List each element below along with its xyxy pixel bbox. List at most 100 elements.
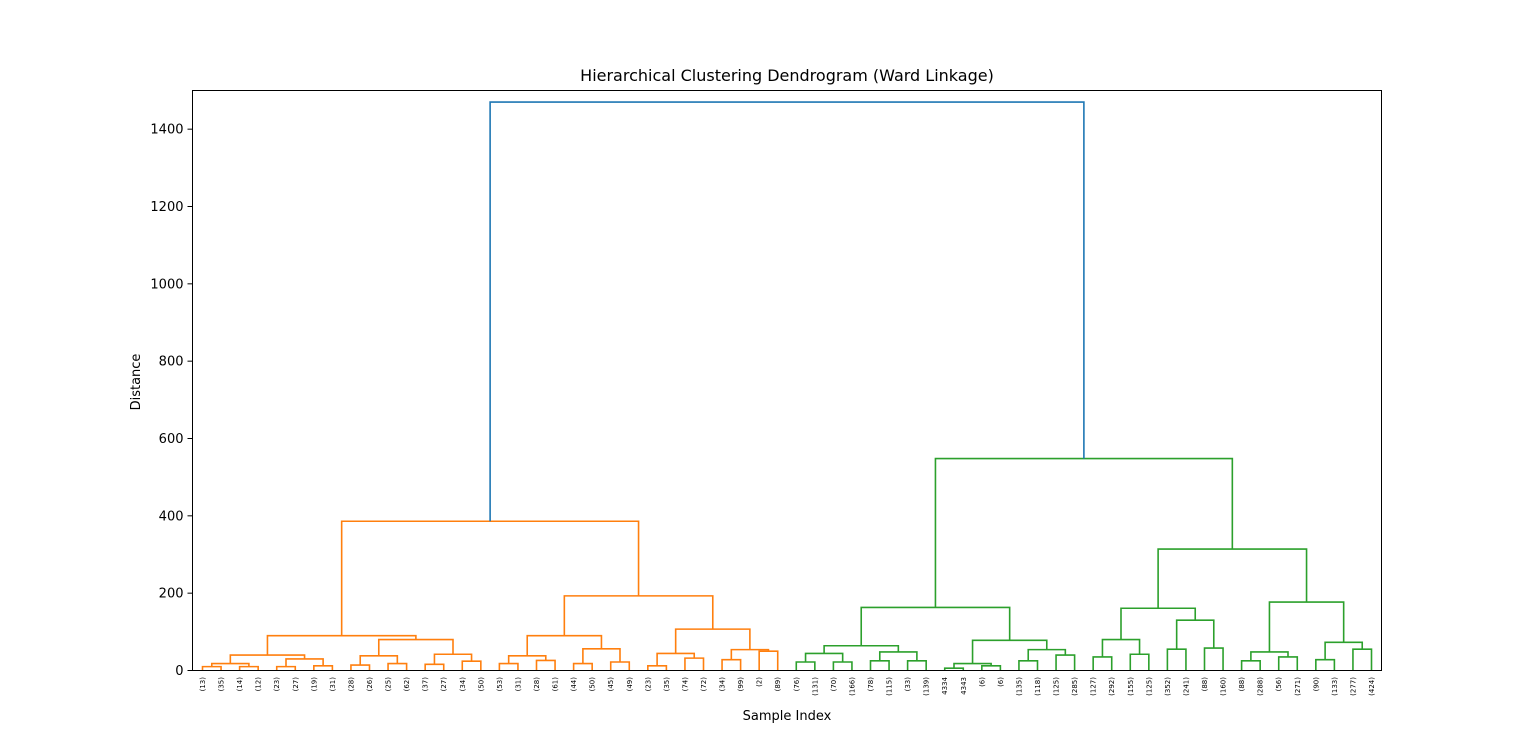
dendrogram-link <box>377 638 454 656</box>
dendrogram-link <box>1120 607 1197 640</box>
dendrogram-link <box>1352 648 1373 671</box>
leaf-label: (34) <box>459 677 467 692</box>
leaf-label: (72) <box>700 677 708 692</box>
leaf-label: (352) <box>1164 677 1172 696</box>
dendrogram-link <box>1129 653 1150 671</box>
leaf-label: (74) <box>681 677 689 692</box>
leaf-label: (125) <box>1145 677 1153 696</box>
leaf-label: (28) <box>347 677 355 692</box>
y-tick-label: 1000 <box>150 277 183 292</box>
leaf-label: (12) <box>255 677 263 692</box>
dendrogram-link <box>934 457 1234 608</box>
leaf-label: (34) <box>719 677 727 692</box>
leaf-label: (27) <box>292 677 300 692</box>
leaf-label: (31) <box>329 677 337 692</box>
leaf-label: (271) <box>1294 677 1302 696</box>
y-tick-label: 200 <box>159 587 184 602</box>
leaf-label: (78) <box>867 677 875 692</box>
leaf-label: (135) <box>1015 677 1023 696</box>
dendrogram-link <box>526 634 603 656</box>
dendrogram-link <box>1166 648 1187 671</box>
leaf-label: (133) <box>1331 677 1339 696</box>
leaf-label: (70) <box>830 677 838 692</box>
dendrogram-link <box>275 665 297 671</box>
leaf-label: (50) <box>477 677 485 692</box>
dendrogram-link <box>1018 660 1039 671</box>
dendrogram-link <box>582 648 621 664</box>
leaf-label: (277) <box>1349 677 1357 696</box>
leaf-label: (99) <box>737 677 745 692</box>
leaf-label: (155) <box>1127 677 1135 696</box>
dendrogram-link <box>572 662 593 671</box>
leaf-label: (88) <box>1238 677 1246 692</box>
leaf-label: (288) <box>1257 677 1265 696</box>
leaf-label: (25) <box>385 677 393 692</box>
y-tick-label: 400 <box>159 509 184 524</box>
leaf-label: 4334 <box>941 676 949 694</box>
y-tick-label: 1200 <box>150 200 183 215</box>
leaf-label: (35) <box>663 677 671 692</box>
dendrogram-link <box>721 658 742 671</box>
dendrogram-link <box>498 662 519 671</box>
leaf-label: (90) <box>1312 677 1320 692</box>
dendrogram-link <box>1175 619 1215 650</box>
dendrogram-link <box>1055 654 1076 671</box>
dendrogram-link <box>1101 638 1141 657</box>
dendrogram-links <box>201 101 1373 671</box>
leaf-label: (62) <box>403 677 411 692</box>
dendrogram-link <box>1268 601 1345 652</box>
x-axis-label: Sample Index <box>743 709 832 724</box>
dendrogram-link <box>535 659 556 671</box>
leaf-label: (23) <box>273 677 281 692</box>
dendrogram-link <box>647 665 668 671</box>
leaf-label: (37) <box>422 677 430 692</box>
leaf-label: (6) <box>997 677 1005 687</box>
dendrogram-link <box>656 652 696 666</box>
leaf-label: (2) <box>756 677 764 687</box>
dendrogram-link <box>424 663 445 671</box>
leaf-label: (50) <box>589 677 597 692</box>
dendrogram-link <box>340 520 640 636</box>
dendrogram-link <box>387 662 408 671</box>
dendrogram-link <box>313 665 334 671</box>
leaf-label: (160) <box>1220 677 1228 696</box>
dendrogram-link <box>1092 656 1113 671</box>
y-tick-label: 0 <box>175 664 183 679</box>
leaf-label: (131) <box>811 677 819 696</box>
leaf-label: (88) <box>1201 677 1209 692</box>
dendrogram-link <box>674 628 751 654</box>
dendrogram-link <box>433 653 473 665</box>
leaf-label: (285) <box>1071 677 1079 696</box>
y-axis-label: Distance <box>129 354 144 411</box>
leaf-label: (241) <box>1182 677 1190 696</box>
leaf-label: (53) <box>496 677 504 692</box>
dendrogram-link <box>359 655 399 666</box>
dendrogram-link <box>1157 548 1308 609</box>
dendrogram-link <box>1277 656 1299 671</box>
leaf-label: (26) <box>366 677 374 692</box>
leaf-label: (14) <box>236 677 244 692</box>
dendrogram-link <box>201 665 222 671</box>
dendrogram-link <box>489 101 1085 522</box>
leaf-label: (292) <box>1108 677 1116 696</box>
dendrogram-link <box>461 660 482 671</box>
leaf-label: (118) <box>1034 677 1042 696</box>
dendrogram-link <box>350 664 371 671</box>
dendrogram-link <box>266 634 417 656</box>
leaf-label: (61) <box>552 677 560 692</box>
leaf-label: (166) <box>848 677 856 696</box>
leaf-label: (44) <box>570 677 578 692</box>
dendrogram-link <box>795 661 816 671</box>
leaf-label: (76) <box>793 677 801 692</box>
y-tick-label: 1400 <box>150 123 183 138</box>
leaf-label: (56) <box>1275 677 1283 692</box>
leaf-label: (424) <box>1368 677 1376 696</box>
leaf-label: (125) <box>1053 677 1061 696</box>
leaf-label: (35) <box>218 677 226 692</box>
dendrogram-link <box>1324 641 1364 660</box>
y-axis-ticks: 0 200 400 600 800 1000 1200 1400 <box>150 123 193 679</box>
leaf-label: (19) <box>310 677 318 692</box>
x-axis-leaf-labels: (13) (35) (14) (12) (23) (27) (19) (31) (28) (26)… <box>199 676 1376 695</box>
dendrogram-link <box>869 660 890 671</box>
